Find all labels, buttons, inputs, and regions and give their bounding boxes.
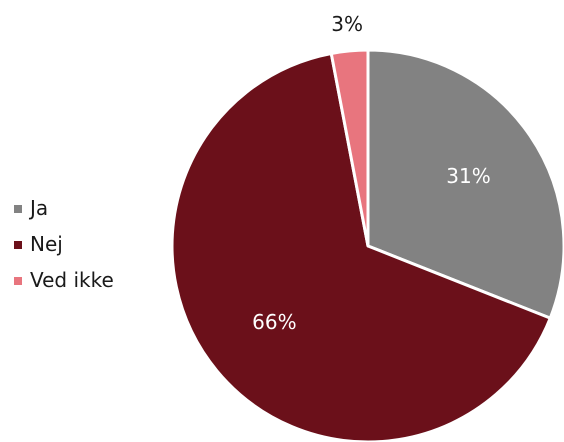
- legend-item-ja: Ja: [14, 190, 114, 226]
- pie-slice-nej: [170, 51, 552, 442]
- legend-swatch-nej: [14, 241, 22, 249]
- data-label-nej: 66%: [252, 310, 296, 334]
- legend-label-ja: Ja: [30, 196, 49, 220]
- legend-swatch-ved-ikke: [14, 277, 22, 285]
- pie-data-labels: 31% 66% 3%: [252, 12, 491, 334]
- pie-slice-ved-ikke: [329, 48, 370, 248]
- pie-slice-ja: [366, 48, 564, 320]
- legend-swatch-ja: [14, 205, 22, 213]
- pie-slices: [170, 48, 564, 442]
- legend-label-ved-ikke: Ved ikke: [30, 268, 114, 292]
- legend-item-nej: Nej: [14, 226, 114, 262]
- data-label-ja: 31%: [446, 164, 490, 188]
- legend: Ja Nej Ved ikke: [14, 190, 114, 298]
- legend-item-ved-ikke: Ved ikke: [14, 262, 114, 298]
- legend-label-nej: Nej: [30, 232, 63, 256]
- data-label-ved-ikke: 3%: [331, 12, 363, 36]
